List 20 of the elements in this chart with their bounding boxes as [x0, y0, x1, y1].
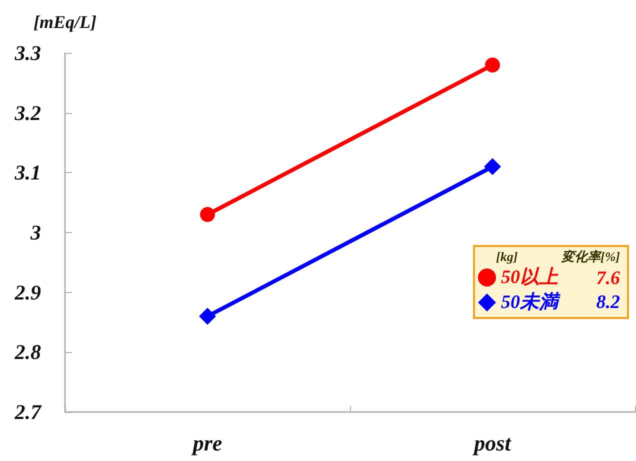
- x-tick-label: post: [472, 430, 512, 456]
- point: [199, 308, 216, 325]
- legend-label: 50以上: [501, 266, 559, 288]
- y-axis-title: [mEq/L]: [34, 12, 96, 32]
- y-tick-label: 3: [30, 220, 41, 244]
- y-tick-label: 2.7: [14, 400, 42, 424]
- y-tick-label: 3.1: [14, 160, 41, 185]
- legend-label: 50未満: [501, 291, 561, 313]
- y-tick-label: 3.3: [14, 41, 41, 65]
- legend-title: [kg]: [496, 249, 518, 264]
- point: [484, 158, 501, 176]
- annotation: 8.2: [596, 292, 620, 313]
- y-tick-label: 2.8: [14, 340, 42, 364]
- point: [485, 57, 500, 72]
- annotation: 変化率[%]: [560, 249, 620, 264]
- y-tick-label: 2.9: [14, 280, 42, 304]
- y-tick-label: 3.2: [14, 100, 42, 125]
- point: [200, 207, 215, 222]
- annotation: 7.6: [596, 268, 620, 289]
- x-tick-label: pre: [190, 430, 222, 456]
